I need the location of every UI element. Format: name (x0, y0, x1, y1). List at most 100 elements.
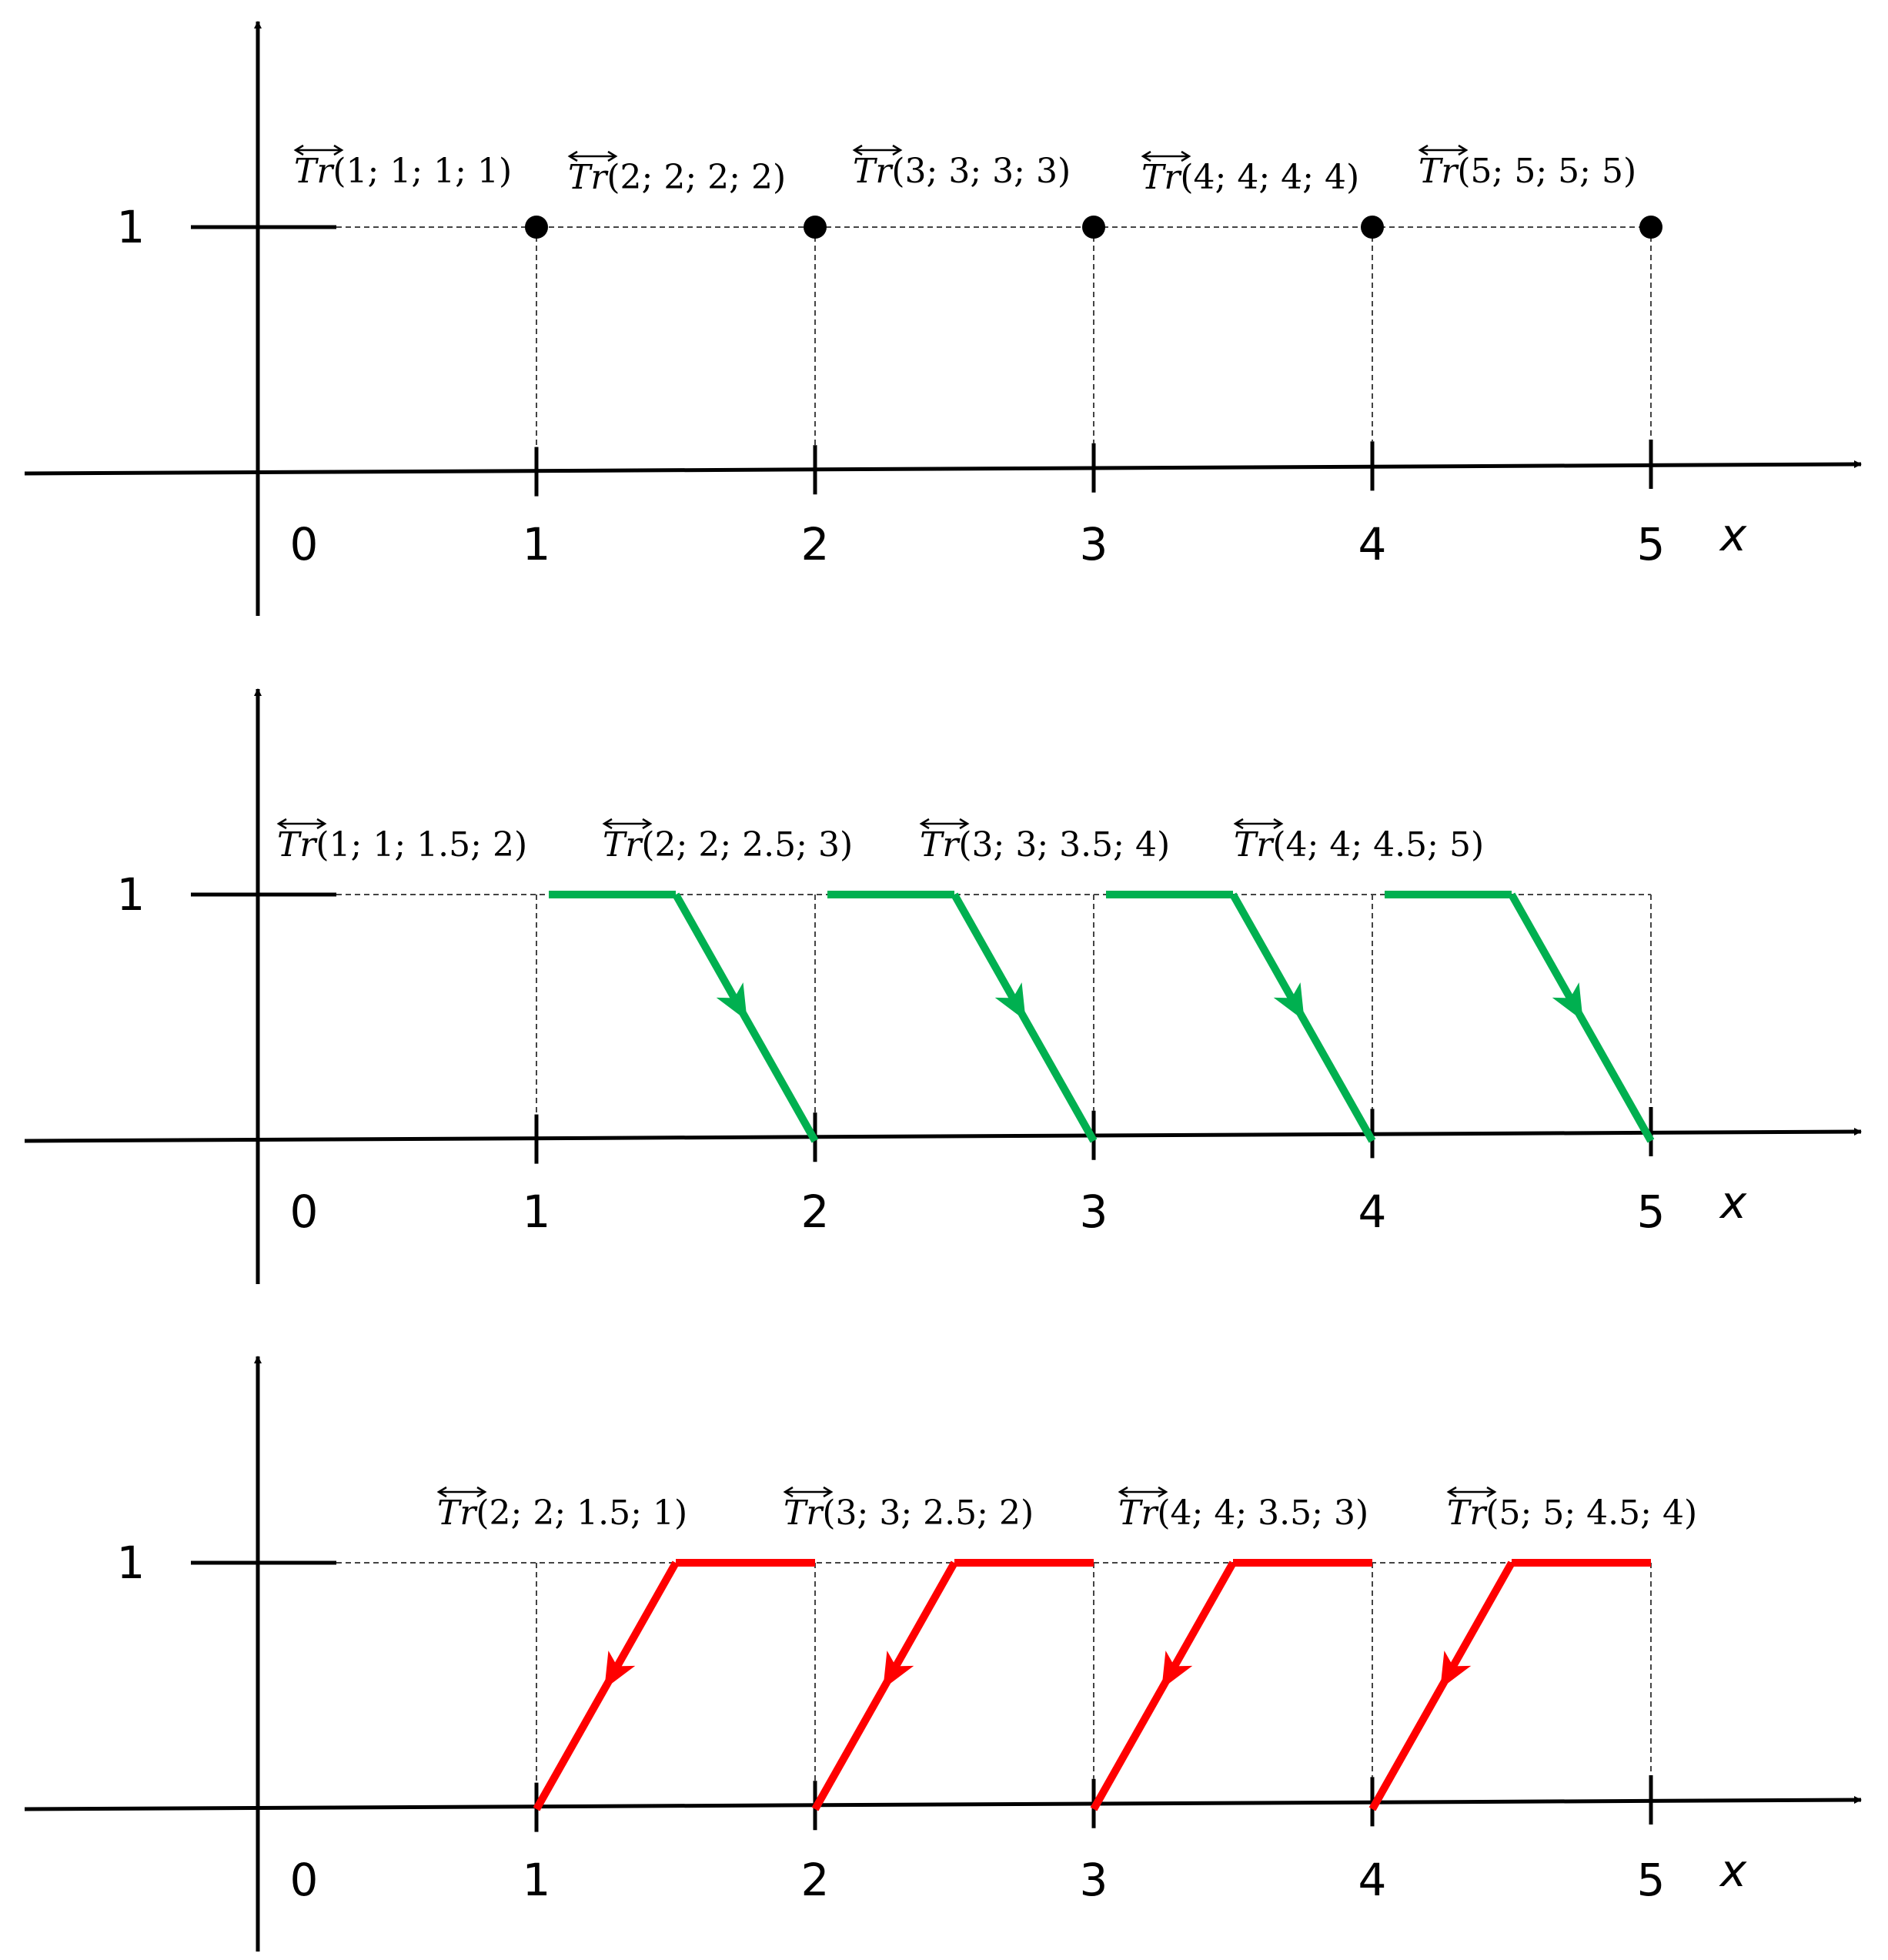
number-annotation: Tr(5; 5; 5; 5) (1418, 144, 1636, 191)
panel-increasing: 10 1 2 3 4 5 xTr(2; 2; 1.5; 1) Tr(3; 3; 2.5; 2)… (24, 1356, 1862, 1952)
x-tick-label: 4 (1358, 518, 1387, 570)
x-axis-label: x (1719, 509, 1747, 561)
x-tick-label: 0 (290, 1854, 319, 1906)
number-label: Tr(1; 1; 1.5; 2) (277, 825, 527, 865)
number-name: Tr (1419, 152, 1459, 191)
number-label: Tr(5; 5; 5; 5) (1419, 152, 1636, 191)
number-annotation: Tr(3; 3; 2.5; 2) (783, 1486, 1034, 1533)
arrow-left-icon (436, 1486, 447, 1498)
direction-arrow-icon (883, 1651, 914, 1690)
number-label: Tr(3; 3; 3.5; 4) (920, 825, 1170, 865)
direction-arrow-icon (716, 982, 747, 1022)
number-args: (2; 2; 1.5; 1) (476, 1493, 687, 1533)
number-label: Tr(4; 4; 3.5; 3) (1118, 1493, 1368, 1533)
x-tick-label: 5 (1637, 1186, 1666, 1238)
number-label: Tr(3; 3; 3; 3) (853, 152, 1071, 191)
number-label: Tr(2; 2; 2; 2) (568, 158, 786, 197)
number-name: Tr (437, 1493, 478, 1533)
x-tick-label: 5 (1637, 1854, 1666, 1906)
arrow-right-icon (316, 818, 327, 830)
number-annotation: Tr(3; 3; 3; 3) (852, 144, 1071, 191)
arrow-right-icon (333, 144, 344, 156)
arrow-left-icon (293, 144, 304, 156)
y-tick-label: 1 (117, 201, 145, 253)
direction-arrow-icon (1552, 982, 1583, 1022)
membership-shape (1090, 1559, 1372, 1811)
number-label: Tr(2; 2; 1.5; 1) (437, 1493, 687, 1533)
x-tick-label: 3 (1080, 1854, 1108, 1906)
membership-shape (533, 1559, 815, 1811)
arrow-right-icon (607, 150, 618, 162)
number-name: Tr (920, 825, 961, 865)
membership-shape (549, 891, 819, 1143)
membership-shape (827, 891, 1098, 1143)
arrow-left-icon (1141, 150, 1151, 162)
number-label: Tr(1; 1; 1; 1) (294, 152, 512, 191)
point-marker (525, 216, 548, 239)
direction-arrow-icon (1161, 1651, 1193, 1690)
arrow-left-icon (783, 1486, 794, 1498)
number-label: Tr(4; 4; 4; 4) (1141, 158, 1359, 197)
number-args: (1; 1; 1; 1) (332, 152, 512, 191)
number-args: (3; 3; 3; 3) (891, 152, 1071, 191)
x-tick-label: 3 (1080, 518, 1108, 570)
x-axis (24, 460, 1862, 476)
number-annotation: Tr(2; 2; 2.5; 3) (602, 818, 853, 865)
arrow-right-icon (892, 144, 903, 156)
direction-arrow-icon (1273, 982, 1305, 1022)
number-annotation: Tr(1; 1; 1.5; 2) (276, 818, 527, 865)
x-tick-label: 5 (1637, 518, 1666, 570)
number-name: Tr (277, 825, 318, 865)
x-tick-label: 1 (523, 1186, 551, 1238)
number-annotation: Tr(3; 3; 3.5; 4) (919, 818, 1170, 865)
x-axis (24, 1796, 1862, 1811)
number-name: Tr (784, 1493, 824, 1533)
x-tick-label: 2 (801, 1186, 830, 1238)
number-args: (2; 2; 2.5; 3) (641, 825, 853, 865)
x-tick-label: 1 (523, 518, 551, 570)
number-name: Tr (568, 158, 609, 197)
number-args: (4; 4; 4.5; 5) (1272, 825, 1484, 865)
arrow-left-icon (1446, 1486, 1457, 1498)
arrow-right-icon (959, 818, 970, 830)
arrow-left-icon (1418, 144, 1429, 156)
arrow-right-icon (1181, 150, 1191, 162)
number-label: Tr(3; 3; 2.5; 2) (784, 1493, 1034, 1533)
x-tick-label: 0 (290, 518, 319, 570)
x-tick-label: 4 (1358, 1186, 1387, 1238)
membership-shape (811, 1559, 1094, 1811)
point-marker (1361, 216, 1384, 239)
number-args: (4; 4; 3.5; 3) (1157, 1493, 1368, 1533)
point-marker (1639, 216, 1662, 239)
number-name: Tr (603, 825, 643, 865)
membership-shape (1106, 891, 1376, 1143)
number-label: Tr(2; 2; 2.5; 3) (603, 825, 853, 865)
number-label: Tr(4; 4; 4.5; 5) (1234, 825, 1484, 865)
arrow-right-icon (1273, 818, 1284, 830)
point-marker (804, 216, 827, 239)
number-name: Tr (1447, 1493, 1488, 1533)
number-name: Tr (294, 152, 335, 191)
x-tick-label: 3 (1080, 1186, 1108, 1238)
arrow-right-icon (1486, 1486, 1497, 1498)
y-tick-label: 1 (117, 1537, 145, 1589)
arrow-left-icon (1233, 818, 1244, 830)
number-name: Tr (1234, 825, 1275, 865)
number-args: (5; 5; 4.5; 4) (1485, 1493, 1697, 1533)
number-annotation: Tr(4; 4; 3.5; 3) (1118, 1486, 1368, 1533)
panel-point: 10 1 2 3 4 5 xTr(1; 1; 1; 1) Tr(2; 2; 2; 2) Tr(3… (24, 21, 1862, 616)
number-args: (1; 1; 1.5; 2) (316, 825, 527, 865)
arrow-right-icon (476, 1486, 487, 1498)
arrow-left-icon (567, 150, 578, 162)
membership-shape (1368, 1559, 1651, 1811)
number-annotation: Tr(4; 4; 4.5; 5) (1233, 818, 1484, 865)
x-axis-label: x (1719, 1176, 1747, 1229)
arrow-right-icon (1458, 144, 1469, 156)
number-args: (2; 2; 2; 2) (606, 158, 786, 197)
x-tick-label: 1 (523, 1854, 551, 1906)
number-label: Tr(5; 5; 4.5; 4) (1447, 1493, 1697, 1533)
number-annotation: Tr(1; 1; 1; 1) (293, 144, 512, 191)
panel-decreasing: 10 1 2 3 4 5 xTr(1; 1; 1.5; 2) Tr(2; 2; 2.5; 3)… (24, 688, 1862, 1284)
arrow-right-icon (1158, 1486, 1168, 1498)
